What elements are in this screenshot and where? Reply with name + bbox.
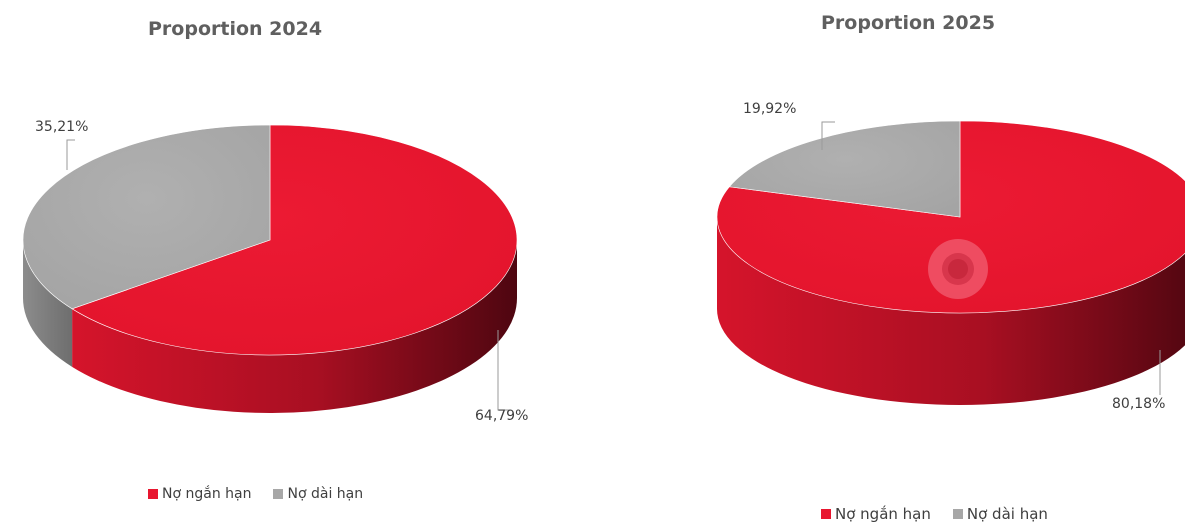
legend-label: Nợ dài hạn	[287, 486, 364, 502]
pie-2024: 64,79% 35,21%	[22, 119, 528, 424]
slice-short-term-side	[717, 217, 1185, 405]
legend-2024: Nợ ngắn hạn Nợ dài hạn	[148, 486, 385, 502]
data-label: 64,79%	[475, 408, 528, 424]
slice-short-term-top	[716, 120, 1185, 314]
legend-item-short-term: Nợ ngắn hạn	[148, 486, 251, 502]
focus-ring-inner	[948, 259, 968, 279]
legend-label: Nợ ngắn hạn	[162, 486, 252, 502]
legend-swatch-red	[821, 509, 831, 519]
slice-short-term-top	[71, 124, 518, 356]
chart-title-2025: Proportion 2025	[821, 12, 996, 34]
slice-long-term-top	[22, 124, 271, 310]
leader-line	[66, 139, 75, 170]
legend-swatch-gray	[952, 509, 963, 519]
chart-title-2024: Proportion 2024	[148, 18, 323, 40]
legend-swatch-red	[148, 489, 158, 499]
slice-long-term-top	[728, 120, 961, 218]
legend-swatch-gray	[273, 489, 284, 499]
leader-line	[497, 330, 510, 411]
legend-item-short-term: Nợ ngắn hạn	[821, 505, 931, 523]
slice-long-term-side	[23, 240, 73, 367]
leader-line	[821, 121, 835, 150]
pie-2025: 80,18% 19,92%	[716, 101, 1185, 412]
legend-item-long-term: Nợ dài hạn	[952, 505, 1048, 523]
data-label: 35,21%	[35, 119, 88, 135]
data-label: 19,92%	[743, 101, 796, 117]
legend-item-long-term: Nợ dài hạn	[273, 486, 363, 502]
legend-label: Nợ ngắn hạn	[835, 505, 931, 523]
slice-short-term-side	[72, 240, 518, 414]
legend-2025: Nợ ngắn hạn Nợ dài hạn	[821, 505, 1070, 523]
data-label: 80,18%	[1112, 396, 1165, 412]
legend-label: Nợ dài hạn	[966, 505, 1048, 523]
